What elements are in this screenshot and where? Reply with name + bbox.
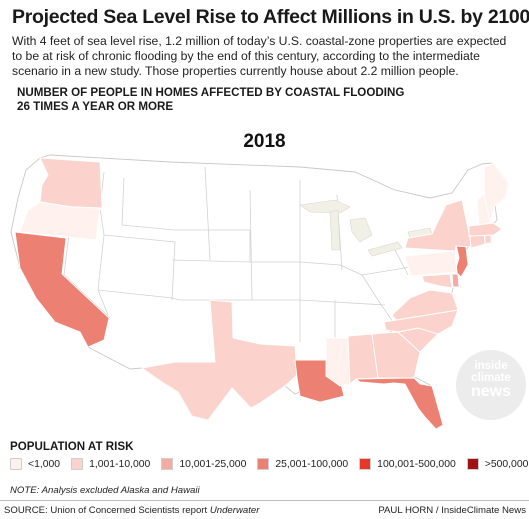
- state-DE: [451, 273, 460, 288]
- subheading: Number of people in homes affected by co…: [17, 86, 405, 113]
- legend-swatch: [161, 458, 174, 470]
- footnote: NOTE: Analysis excluded Alaska and Hawai…: [10, 485, 200, 496]
- state-FL: [354, 377, 444, 430]
- legend-item: 10,001-25,000: [161, 458, 246, 470]
- legend-swatch: [10, 458, 22, 470]
- state-GA: [371, 331, 421, 379]
- state-NC: [383, 309, 459, 335]
- us-map: [10, 154, 509, 430]
- legend-item: <1,000: [10, 458, 60, 470]
- watermark-text: inside climate news: [470, 360, 511, 400]
- state-ME: [483, 162, 509, 223]
- state-OR: [19, 201, 101, 241]
- legend-swatch: [359, 458, 372, 470]
- legend-item: 100,001-500,000: [359, 458, 456, 470]
- state-TX: [140, 299, 298, 421]
- page-title: Projected Sea Level Rise to Affect Milli…: [12, 6, 529, 28]
- legend-title: POPULATION AT RISK: [10, 440, 134, 453]
- credit: PAUL HORN / InsideClimate News: [378, 505, 526, 516]
- map-year: 2018: [243, 131, 286, 152]
- source: SOURCE: Union of Concerned Scientists re…: [4, 505, 260, 516]
- legend-item: >500,000: [466, 458, 528, 470]
- legend-swatch: [257, 458, 270, 470]
- state-PA: [404, 250, 458, 277]
- states: [14, 157, 509, 430]
- state-MA: [468, 222, 503, 237]
- state-CA: [14, 231, 110, 348]
- state-NY: [404, 199, 472, 252]
- state-MS: [325, 337, 351, 387]
- legend: <1,000 1,001-10,000 10,001-25,000 25,001…: [10, 458, 528, 470]
- great-lakes: [299, 199, 433, 257]
- watermark-logo: [456, 350, 526, 420]
- legend-item: 1,001-10,000: [71, 458, 150, 470]
- divider: [0, 500, 529, 501]
- legend-item: 25,001-100,000: [257, 458, 348, 470]
- legend-swatch: [71, 458, 84, 470]
- state-VA: [391, 289, 459, 321]
- description: With 4 feet of sea level rise, 1.2 milli…: [12, 34, 507, 78]
- state-NH: [476, 193, 491, 226]
- legend-swatch: [466, 458, 479, 470]
- state-WA: [39, 157, 103, 209]
- state-MD: [421, 273, 453, 289]
